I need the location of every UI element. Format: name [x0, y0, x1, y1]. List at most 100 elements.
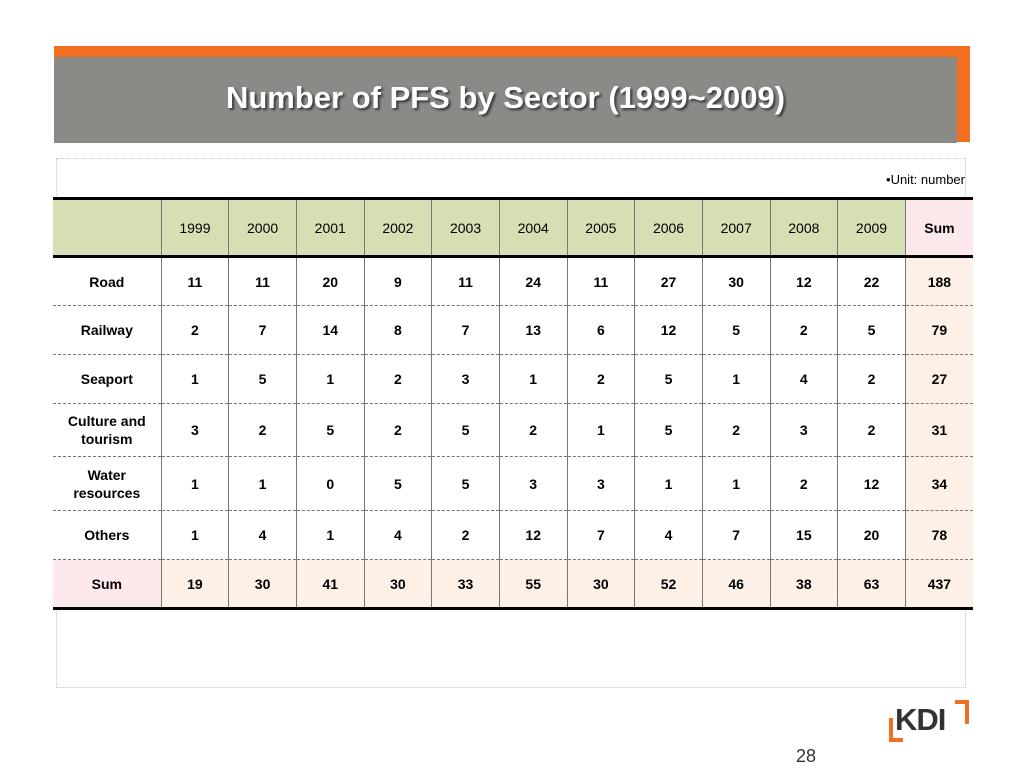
- table-cell: 2: [837, 354, 906, 404]
- row-label: Sum: [53, 559, 162, 609]
- table-cell: 12: [837, 456, 906, 511]
- row-label: Railway: [53, 305, 162, 355]
- table-cell: 30: [228, 559, 297, 609]
- table-cell: 2: [363, 403, 432, 457]
- table-cell: 5: [431, 403, 500, 457]
- table-cell: 1: [160, 510, 229, 560]
- column-header: 2007: [701, 198, 770, 257]
- table-cell: 3: [498, 456, 568, 511]
- table-cell: 30: [566, 559, 635, 609]
- table-cell: 8: [363, 305, 432, 355]
- table-cell: 14: [295, 305, 365, 355]
- unit-note: •Unit: number: [886, 172, 965, 187]
- table-cell: 27: [634, 256, 703, 306]
- table-cell: 20: [295, 256, 365, 306]
- table-cell: 1: [701, 354, 770, 404]
- header-row: 1999 2000 2001 2002 2003 2004 2005 2006 …: [53, 198, 973, 257]
- page-number: 28: [796, 746, 817, 766]
- table-cell: 2: [228, 403, 297, 457]
- table-cell: 4: [228, 510, 297, 560]
- row-label: Water resources: [53, 456, 162, 511]
- table-cell: 2: [363, 354, 432, 404]
- table-cell: 5: [295, 403, 365, 457]
- table-cell: 12: [769, 256, 838, 306]
- table-cell: 3: [566, 456, 635, 511]
- row-sum-cell: 31: [904, 403, 973, 457]
- table-cell: 2: [769, 305, 838, 355]
- table-cell: 1: [228, 456, 297, 511]
- column-header-sum: Sum: [904, 198, 973, 257]
- table-cell: 2: [498, 403, 568, 457]
- table-row: Culture and tourism 3 2 5 2 5 2 1 5 2 3 2 31: [53, 403, 973, 457]
- row-label: Others: [53, 510, 162, 560]
- table-row: Seaport 1 5 1 2 3 1 2 5 1 4 2 27: [53, 354, 973, 404]
- table-cell: 1: [160, 456, 229, 511]
- table-cell: 5: [363, 456, 432, 511]
- table-cell: 11: [566, 256, 635, 306]
- row-label: Culture and tourism: [53, 403, 162, 457]
- table-cell: 9: [363, 256, 432, 306]
- table-cell: 24: [498, 256, 568, 306]
- column-header: 2006: [634, 198, 703, 257]
- table-cell: 22: [837, 256, 906, 306]
- table-cell: 2: [566, 354, 635, 404]
- table-cell: 30: [701, 256, 770, 306]
- row-sum-cell: 34: [904, 456, 973, 511]
- table-cell: 11: [431, 256, 500, 306]
- table-cell: 3: [160, 403, 229, 457]
- table-cell: 30: [363, 559, 432, 609]
- column-header: 1999: [160, 198, 229, 257]
- table-cell: 6: [566, 305, 635, 355]
- table-cell: 11: [228, 256, 297, 306]
- table-cell: 5: [701, 305, 770, 355]
- title-bar: [54, 57, 957, 143]
- sum-row: Sum 19 30 41 30 33 55 30 52 46 38 63 437: [53, 559, 973, 609]
- table-cell: 41: [295, 559, 365, 609]
- table-cell: 5: [228, 354, 297, 404]
- column-header: 2003: [431, 198, 500, 257]
- table-cell: 7: [566, 510, 635, 560]
- table-cell: 1: [295, 510, 365, 560]
- table-cell: 4: [363, 510, 432, 560]
- table-cell: 5: [634, 354, 703, 404]
- table-cell: 33: [431, 559, 500, 609]
- table-cell: 13: [498, 305, 568, 355]
- row-sum-cell: 78: [904, 510, 973, 560]
- table-cell: 2: [431, 510, 500, 560]
- corner-cell: [53, 198, 162, 257]
- table-cell: 1: [701, 456, 770, 511]
- table-cell: 52: [634, 559, 703, 609]
- table-cell: 4: [769, 354, 838, 404]
- row-sum-cell: 188: [904, 256, 973, 306]
- column-header: 2001: [295, 198, 365, 257]
- logo-text: KDI: [895, 702, 946, 737]
- table-cell: 7: [228, 305, 297, 355]
- table-cell: 11: [160, 256, 229, 306]
- table-cell: 2: [701, 403, 770, 457]
- column-header: 2005: [566, 198, 635, 257]
- table-cell: 38: [769, 559, 838, 609]
- table-cell: 3: [431, 354, 500, 404]
- row-label: Road: [53, 256, 162, 306]
- table-cell: 4: [634, 510, 703, 560]
- table-row: Road 11 11 20 9 11 24 11 27 30 12 22 188: [53, 256, 973, 306]
- table-cell: 0: [295, 456, 365, 511]
- table-cell: 5: [634, 403, 703, 457]
- row-sum-cell: 27: [904, 354, 973, 404]
- table-cell: 46: [701, 559, 770, 609]
- table-cell: 2: [837, 403, 906, 457]
- table-cell: 5: [837, 305, 906, 355]
- page-title: Number of PFS by Sector (1999~2009): [225, 80, 786, 115]
- row-sum-cell: 79: [904, 305, 973, 355]
- table-cell: 15: [769, 510, 838, 560]
- table-cell: 12: [634, 305, 703, 355]
- table-row: Water resources 1 1 0 5 5 3 3 1 1 2 12 34: [53, 456, 973, 511]
- table-row: Others 1 4 1 4 2 12 7 4 7 15 20 78: [53, 510, 973, 560]
- column-header: 2009: [837, 198, 906, 257]
- table-cell: 19: [160, 559, 229, 609]
- table-cell: 2: [160, 305, 229, 355]
- column-header: 2002: [363, 198, 432, 257]
- table-cell: 2: [769, 456, 838, 511]
- table-cell: 63: [837, 559, 906, 609]
- table-cell: 1: [634, 456, 703, 511]
